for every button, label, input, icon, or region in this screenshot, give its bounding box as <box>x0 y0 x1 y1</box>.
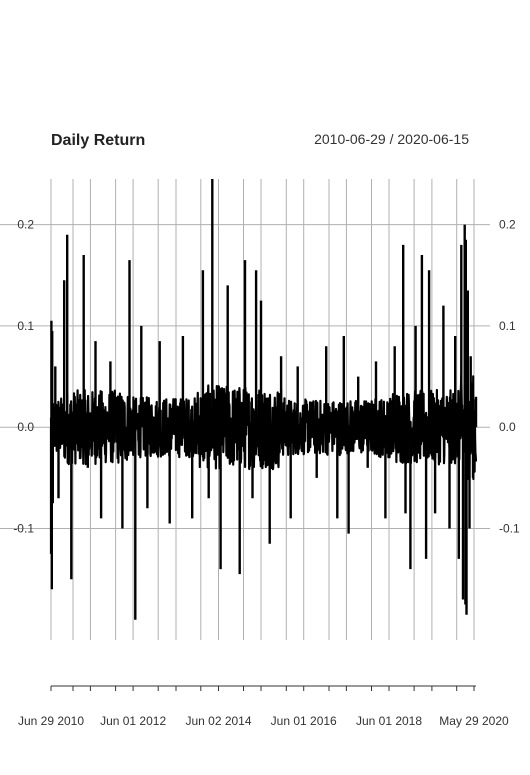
y-axis-left: 0.2 0.1 0.0 -0.1 <box>13 218 34 536</box>
y-tick-label-left: 0.2 <box>17 218 34 232</box>
x-tick-label: Jun 01 2018 <box>356 714 422 728</box>
x-tick-label: May 29 2020 <box>439 714 509 728</box>
y-tick-label-left: 0.1 <box>17 319 34 333</box>
chart-title: Daily Return <box>51 132 145 149</box>
y-tick-label-left: -0.1 <box>13 522 34 536</box>
y-axis-right: 0.2 0.1 0.0 -0.1 <box>499 218 520 536</box>
x-tick-label: Jun 01 2016 <box>271 714 337 728</box>
x-tick-label: Jun 29 2010 <box>18 714 84 728</box>
x-axis: Jun 29 2010 Jun 01 2012 Jun 02 2014 Jun 01 … <box>18 686 509 728</box>
y-tick-label-right: 0.0 <box>499 420 516 434</box>
x-tick-label: Jun 02 2014 <box>185 714 251 728</box>
y-tick-label-left: 0.0 <box>17 420 34 434</box>
y-tick-label-right: -0.1 <box>499 522 520 536</box>
y-tick-label-right: 0.2 <box>499 218 516 232</box>
y-tick-label-right: 0.1 <box>499 319 516 333</box>
date-range-label: 2010-06-29 / 2020-06-15 <box>314 131 469 147</box>
x-tick-label: Jun 01 2012 <box>100 714 166 728</box>
